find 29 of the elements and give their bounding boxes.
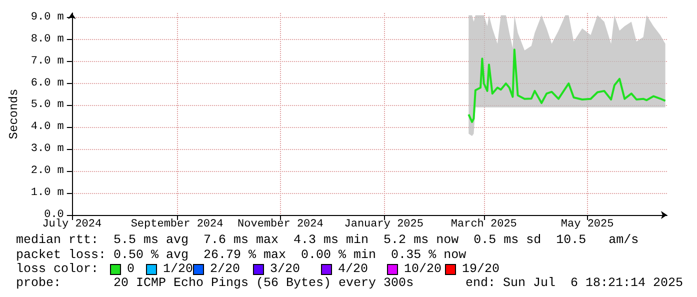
y-tick-label: 8.0 m [30,33,64,46]
y-tick-label: 3.0 m [30,143,64,156]
y-tick-label: 9.0 m [30,11,64,24]
y-tick-label: 2.0 m [30,165,64,178]
text: probe: 20 ICMP Echo Pings (56 Bytes) every 300s [16,276,414,291]
text: 1/20 [163,262,194,277]
text: 4/20 [338,262,368,277]
text: end: Sun Jul 6 18:21:14 2025 [465,276,683,291]
y-tick-label: 5.0 m [30,99,64,112]
x-tick-label: May 2025 [560,218,614,230]
x-tick-label: July 2024 [42,218,102,230]
line-series [468,48,666,123]
text: 0 [127,262,135,277]
text: 10/20 [404,262,442,277]
text: 2/20 [210,262,240,277]
y-tick-label: 7.0 m [30,55,64,68]
x-tick-label: March 2025 [450,218,517,230]
y-tick-label: 4.0 m [30,121,64,134]
y-axis-title: Seconds [7,88,21,140]
x-tick-label: November 2024 [238,218,324,230]
text: median rtt: 5.5 ms avg 7.6 ms max 4.3 ms min 5.2 ms now 0.5 ms sd 10.5 am/s [16,233,639,248]
y-tick-label: 6.0 m [30,77,64,90]
text: 3/20 [270,262,300,277]
text: packet loss: 0.50 % avg 26.79 % max 0.00 % min 0.35 % now [16,248,466,263]
text: loss color: [16,262,99,277]
text: 19/20 [462,262,500,277]
x-tick-label: September 2024 [130,218,224,230]
y-tick-label: 1.0 m [30,187,64,200]
x-tick-label: January 2025 [344,218,424,230]
